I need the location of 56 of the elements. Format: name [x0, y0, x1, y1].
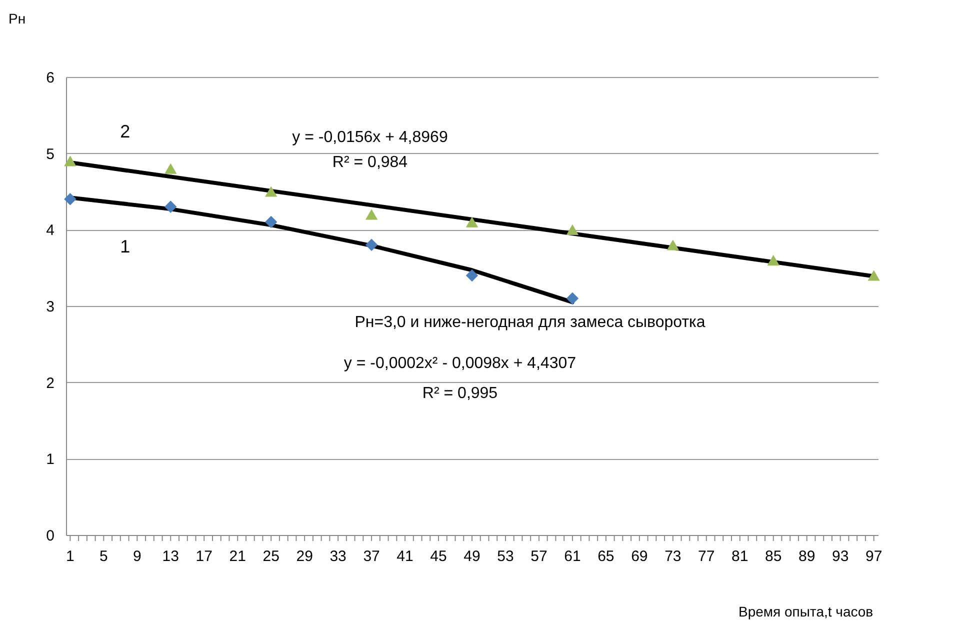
- x-tick-label: 17: [196, 548, 212, 565]
- y-tick-label: 1: [46, 451, 54, 468]
- x-tick-label: 89: [798, 548, 816, 565]
- y-tick-label: 4: [46, 222, 54, 240]
- x-tick-label: 69: [631, 548, 648, 565]
- point: [666, 240, 680, 250]
- x-tick-label: 25: [262, 548, 280, 565]
- point: [365, 209, 378, 220]
- y-tick-label: 5: [46, 146, 54, 163]
- x-tick-label: 65: [598, 548, 614, 565]
- x-tick-label: 5: [100, 548, 108, 565]
- x-tick-label: 57: [530, 548, 548, 565]
- annotation: Рн=3,0 и ниже-негодная для замеса сыворотка: [354, 314, 706, 331]
- x-tick-label: 29: [296, 548, 313, 565]
- point: [466, 269, 478, 282]
- x-tick-label: 73: [664, 548, 682, 565]
- point: [264, 216, 278, 228]
- annotation: y = -0,0156x + 4,8969: [292, 129, 448, 146]
- series-label: 2: [120, 121, 130, 142]
- x-tick-label: 45: [430, 548, 447, 565]
- annotation: R² = 0,995: [422, 385, 498, 402]
- x-tick-label: 97: [865, 548, 882, 565]
- series-label: 1: [120, 236, 130, 257]
- point: [566, 224, 579, 235]
- x-tick-label: 21: [229, 548, 246, 565]
- x-tick-label: 33: [330, 548, 346, 565]
- x-tick-label: 61: [564, 548, 581, 565]
- point: [64, 156, 76, 166]
- y-tick-label: 0: [46, 528, 54, 544]
- y-axis-title: Рн: [8, 10, 26, 26]
- x-axis-title: Время опыта,t часов: [738, 604, 874, 620]
- x-tick-label: 1: [66, 548, 74, 565]
- x-tick-label: 37: [363, 548, 380, 565]
- point: [868, 270, 880, 281]
- annotation: y = -0,0002x² - 0,0098x + 4,4307: [344, 355, 576, 372]
- annotation: R² = 0,984: [332, 154, 408, 171]
- point: [164, 200, 177, 213]
- point: [365, 238, 378, 252]
- x-tick-label: 85: [765, 548, 782, 565]
- y-tick-label: 3: [46, 298, 54, 316]
- point: [64, 193, 76, 206]
- x-tick-label: 49: [464, 548, 480, 565]
- point: [767, 254, 780, 266]
- point: [164, 163, 177, 174]
- x-tick-label: 53: [497, 548, 514, 565]
- point: [566, 292, 579, 304]
- x-tick-label: 77: [698, 548, 715, 565]
- x-tick-label: 13: [162, 548, 179, 565]
- x-tick-label: 41: [396, 548, 414, 565]
- x-tick-label: 9: [132, 548, 142, 565]
- x-tick-label: 81: [732, 548, 748, 565]
- point: [466, 216, 478, 228]
- x-tick-label: 93: [832, 548, 849, 565]
- point: [264, 186, 278, 197]
- y-tick-label: 6: [46, 70, 54, 86]
- y-tick-label: 2: [46, 374, 54, 392]
